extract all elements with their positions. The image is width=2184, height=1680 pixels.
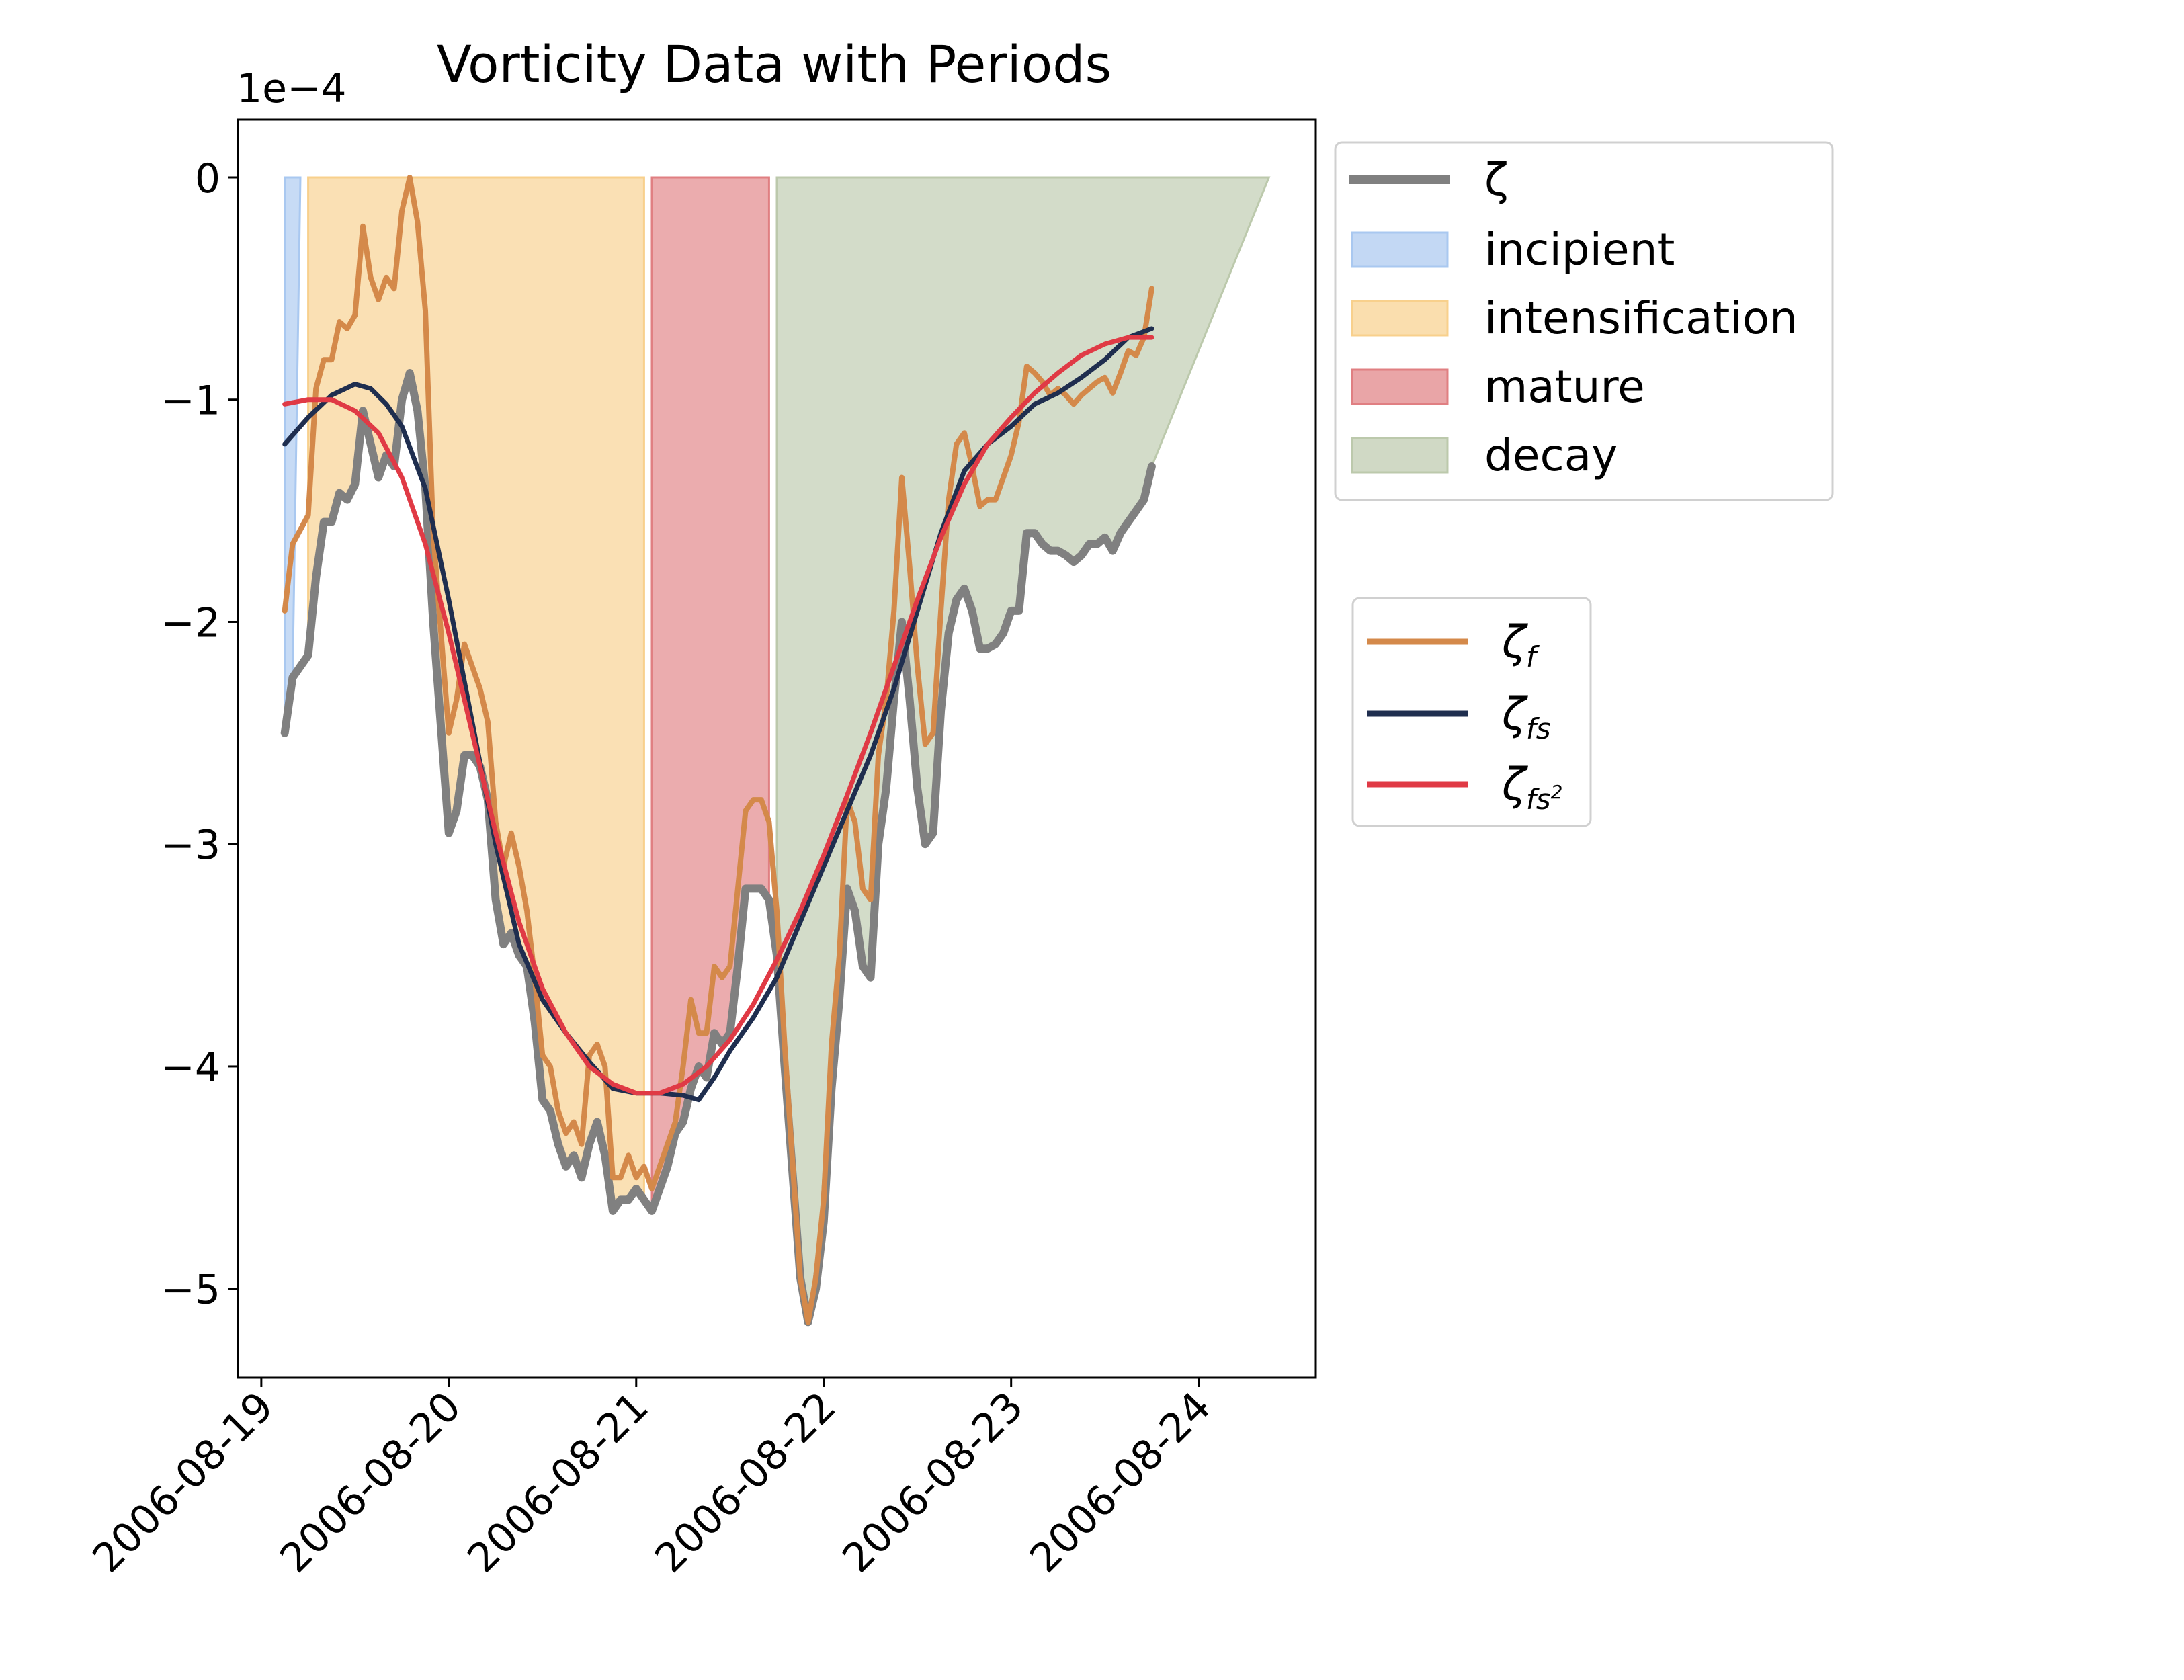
legend-incipient-swatch: [1351, 231, 1449, 268]
y-tick-label: −4: [161, 1044, 220, 1091]
legend-intensification-label: intensification: [1484, 292, 1798, 344]
legend-decay-label: decay: [1484, 429, 1618, 481]
x-tick-label: 2006-08-21: [459, 1383, 658, 1582]
legend-zeta-fs-label: ζfs: [1501, 688, 1551, 745]
period-intensification: [307, 176, 645, 1214]
zeta-fs2-line: [282, 335, 1154, 1096]
chart-title: Vorticity Data with Periods: [437, 34, 1111, 94]
x-axis: 2006-08-192006-08-202006-08-212006-08-22…: [84, 1378, 1220, 1582]
y-offset-label: 1e−4: [237, 65, 347, 112]
zeta-fs-line: [282, 326, 1154, 1103]
legend-mature-swatch: [1351, 368, 1449, 405]
x-tick-label: 2006-08-24: [1021, 1383, 1220, 1582]
y-tick-label: −1: [161, 378, 220, 425]
series-lines: [280, 175, 1156, 1327]
legend-mature-label: mature: [1484, 361, 1645, 413]
y-tick-label: 0: [195, 155, 220, 202]
legend-intensification-swatch: [1351, 300, 1449, 337]
legend-zeta-label: ζ: [1484, 154, 1509, 206]
legend-zeta-fs2-label: ζfs2: [1501, 759, 1562, 816]
period-incipient: [284, 176, 302, 734]
legend-decay-swatch: [1351, 437, 1449, 474]
legend-fits-frame: [1351, 597, 1592, 827]
y-tick-label: −3: [161, 822, 220, 869]
y-tick-label: −5: [161, 1267, 220, 1314]
y-axis: 0 −1 −2 −3 −4 −5: [161, 155, 238, 1314]
period-decay: [775, 176, 1271, 1322]
zeta-line: [280, 369, 1156, 1327]
legend-periods: ζ incipient intensification mature decay: [1334, 141, 1834, 501]
x-tick-label: 2006-08-23: [833, 1383, 1032, 1582]
x-tick-label: 2006-08-19: [84, 1383, 283, 1582]
legend-periods-frame: [1334, 141, 1834, 501]
plot-frame: [237, 118, 1317, 1379]
legend-fits: ζf ζfs ζfs2: [1351, 597, 1592, 827]
legend-incipient-label: incipient: [1484, 224, 1675, 276]
x-tick-label: 2006-08-22: [646, 1383, 845, 1582]
period-shading: [284, 176, 1271, 1322]
x-tick-label: 2006-08-20: [271, 1383, 470, 1582]
y-tick-label: −2: [161, 599, 220, 646]
